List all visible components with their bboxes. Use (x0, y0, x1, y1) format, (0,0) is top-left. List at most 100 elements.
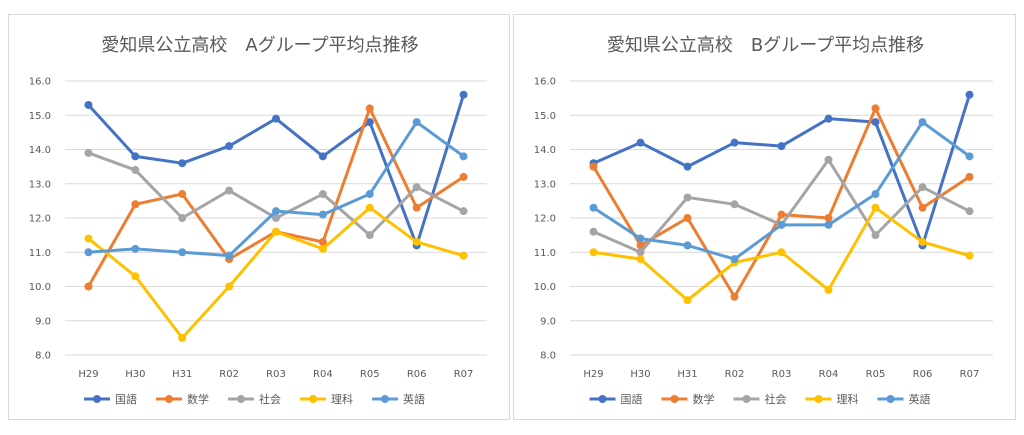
chart-a-data-point (178, 214, 187, 222)
chart-a-xtick-label: R06 (407, 369, 427, 380)
chart-b-data-point (636, 241, 645, 250)
chart-a-data-point (225, 251, 234, 260)
chart-b-data-point (824, 220, 833, 229)
chart-b-xtick-label: H29 (583, 369, 603, 380)
chart-a-xtick-label: H31 (172, 369, 192, 380)
chart-b-legend-marker (598, 395, 607, 403)
chart-a-data-point (412, 203, 421, 212)
chart-a-data-point (84, 234, 93, 243)
chart-b-ytick-label: 13.0 (534, 179, 556, 190)
chart-a-data-point (225, 186, 234, 195)
chart-a-data-point (365, 104, 374, 113)
chart-b-legend-marker (814, 395, 823, 403)
chart-a-data-point (459, 251, 468, 260)
chart-b-xtick-label: R07 (960, 369, 980, 380)
chart-b-legend-label: 社会 (765, 392, 787, 406)
chart-a-data-point (225, 142, 234, 151)
chart-a-data-point (272, 114, 280, 123)
chart-a-data-point (459, 152, 468, 161)
chart-a-legend-marker (165, 395, 173, 403)
chart-b-ytick-label: 14.0 (534, 145, 556, 156)
chart-a-data-point (412, 118, 421, 127)
chart-a-xtick-label: R07 (454, 369, 474, 380)
chart-b-ytick-label: 15.0 (534, 111, 556, 122)
chart-b-svg: 愛知県公立高校 Bグループ平均点推移 8.0 9.0 10.0 11.0 12.0 13.0… (534, 35, 993, 406)
chart-b-data-point (918, 237, 927, 246)
chart-b-data-point (871, 203, 880, 212)
chart-b-xtick-label: R03 (772, 369, 792, 380)
chart-a-data-point (318, 237, 327, 246)
chart-b-data-point (918, 183, 927, 192)
chart-b-data-point (683, 241, 692, 250)
chart-b-data-point (730, 200, 739, 209)
chart-b-legend-marker (742, 395, 751, 403)
chart-a-data-point (131, 200, 140, 209)
chart-b-data-point (824, 155, 833, 164)
chart-b-data-point (965, 251, 974, 260)
chart-a-data-point (84, 100, 93, 109)
chart-b-data-point (918, 118, 927, 127)
chart-a-xtick-label: R05 (360, 369, 380, 380)
chart-b-xtick-label: R04 (819, 369, 839, 380)
chart-a-data-point (459, 172, 468, 181)
chart-b-data-point (871, 231, 880, 240)
chart-a-data-point (365, 203, 374, 212)
chart-a-svg: 愛知県公立高校 Aグループ平均点推移 8.0 9.0 10.0 11.0 12.0 13.0… (29, 35, 487, 406)
chart-b-data-point (730, 255, 739, 264)
chart-a-data-point (365, 118, 374, 127)
chart-b-data-point (589, 162, 598, 171)
chart-panel-a: 愛知県公立高校 Aグループ平均点推移 8.0 9.0 10.0 11.0 12.0 13.0… (8, 14, 510, 420)
chart-a-data-point (178, 248, 187, 257)
chart-b-legend-label: 数学 (693, 392, 715, 406)
chart-b-data-point (918, 203, 927, 212)
chart-b-data-point (824, 114, 833, 123)
chart-b-data-point (636, 255, 645, 264)
chart-a-ytick-label: 16.0 (29, 77, 51, 88)
chart-a-legend-marker (93, 395, 101, 403)
chart-a-data-point (131, 152, 140, 161)
chart-b-data-point (824, 214, 833, 222)
chart-b-data-point (777, 220, 786, 229)
chart-a-data-point (318, 152, 327, 161)
chart-a-ytick-label: 15.0 (29, 111, 51, 122)
chart-a-ytick-label: 13.0 (29, 179, 51, 190)
chart-b-legend-marker (670, 395, 679, 403)
chart-a-ytick-label: 12.0 (29, 214, 51, 225)
chart-a-data-point (272, 214, 280, 222)
chart-b-data-point (683, 296, 692, 305)
chart-b-data-point (636, 248, 645, 257)
chart-a-data-point (272, 207, 280, 216)
chart-a-data-point (225, 282, 234, 291)
chart-b-ytick-label: 8.0 (540, 351, 556, 362)
chart-b-data-point (589, 203, 598, 212)
chart-b-legend-label: 理科 (837, 392, 859, 406)
chart-b-data-point (824, 285, 833, 294)
chart-b-xtick-label: H31 (677, 369, 697, 380)
chart-b-legend-label: 国語 (621, 392, 643, 406)
chart-a-legend-label: 国語 (115, 392, 137, 406)
chart-a-ytick-label: 10.0 (29, 282, 51, 293)
chart-b-data-point (871, 190, 880, 199)
chart-b-data-point (730, 138, 739, 147)
chart-a-legend-marker (309, 395, 317, 403)
chart-b-ytick-label: 9.0 (540, 316, 556, 327)
chart-a-xtick-label: H29 (78, 369, 98, 380)
chart-b-xtick-label: H30 (630, 369, 650, 380)
chart-a-ytick-label: 9.0 (35, 316, 51, 327)
chart-b-data-point (636, 234, 645, 243)
chart-a-data-point (412, 237, 421, 246)
chart-a-title: 愛知県公立高校 Aグループ平均点推移 (101, 35, 418, 56)
chart-b-legend-label: 英語 (909, 392, 931, 406)
chart-b-data-point (730, 292, 739, 301)
chart-a-data-point (131, 272, 140, 281)
chart-a-ytick-label: 11.0 (29, 248, 51, 259)
chart-b-title: 愛知県公立高校 Bグループ平均点推移 (607, 35, 924, 56)
chart-a-data-point (365, 190, 374, 199)
chart-b-data-point (683, 193, 692, 202)
chart-b-data-point (683, 214, 692, 222)
chart-a-data-point (84, 282, 93, 291)
chart-b-legend-marker (886, 395, 895, 403)
chart-a-data-point (318, 244, 327, 253)
chart-a-xtick-label: R02 (219, 369, 239, 380)
chart-a-data-point (272, 227, 280, 236)
